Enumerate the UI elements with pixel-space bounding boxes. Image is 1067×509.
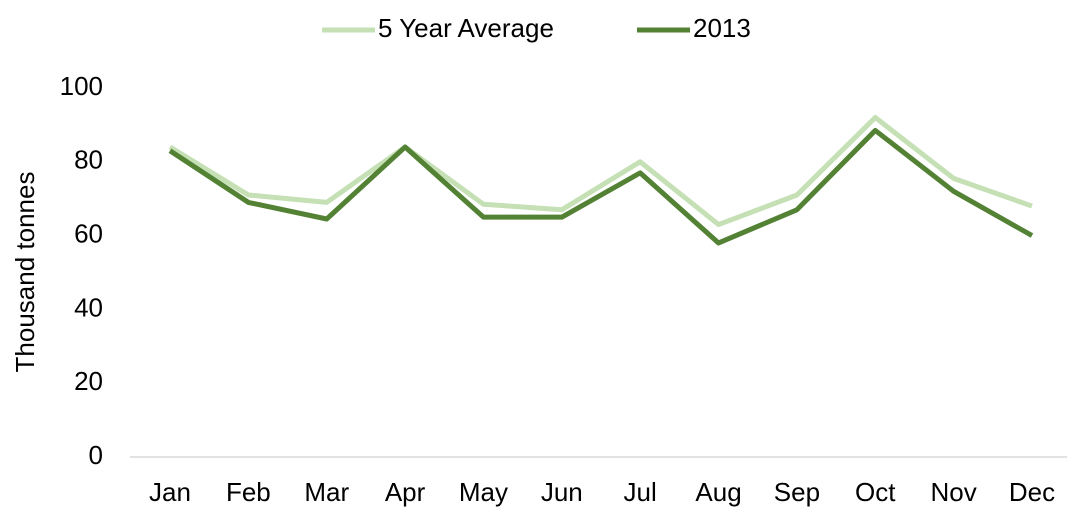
x-tick-label: Jun [541,477,583,507]
x-tick-label: Dec [1009,477,1055,507]
y-tick-label: 100 [60,71,103,101]
x-tick-label: Jul [624,477,657,507]
y-tick-label: 80 [74,145,103,175]
series-line [168,115,1033,228]
x-tick-label: Oct [855,477,896,507]
y-axis-title: Thousand tonnes [10,172,40,373]
x-tick-label: Feb [226,477,271,507]
x-tick-label: Jan [149,477,191,507]
y-tick-label: 20 [74,366,103,396]
x-tick-label: Sep [774,477,820,507]
y-tick-label: 0 [89,440,103,470]
x-tick-label: Nov [931,477,977,507]
y-tick-label: 40 [74,292,103,322]
x-tick-label: Mar [304,477,349,507]
series-line [168,127,1034,246]
y-tick-label: 60 [74,218,103,248]
x-tick-label: May [459,477,508,507]
legend-label: 5 Year Average [378,13,554,43]
legend-label: 2013 [693,13,751,43]
x-tick-label: Apr [385,477,426,507]
x-tick-label: Aug [695,477,741,507]
